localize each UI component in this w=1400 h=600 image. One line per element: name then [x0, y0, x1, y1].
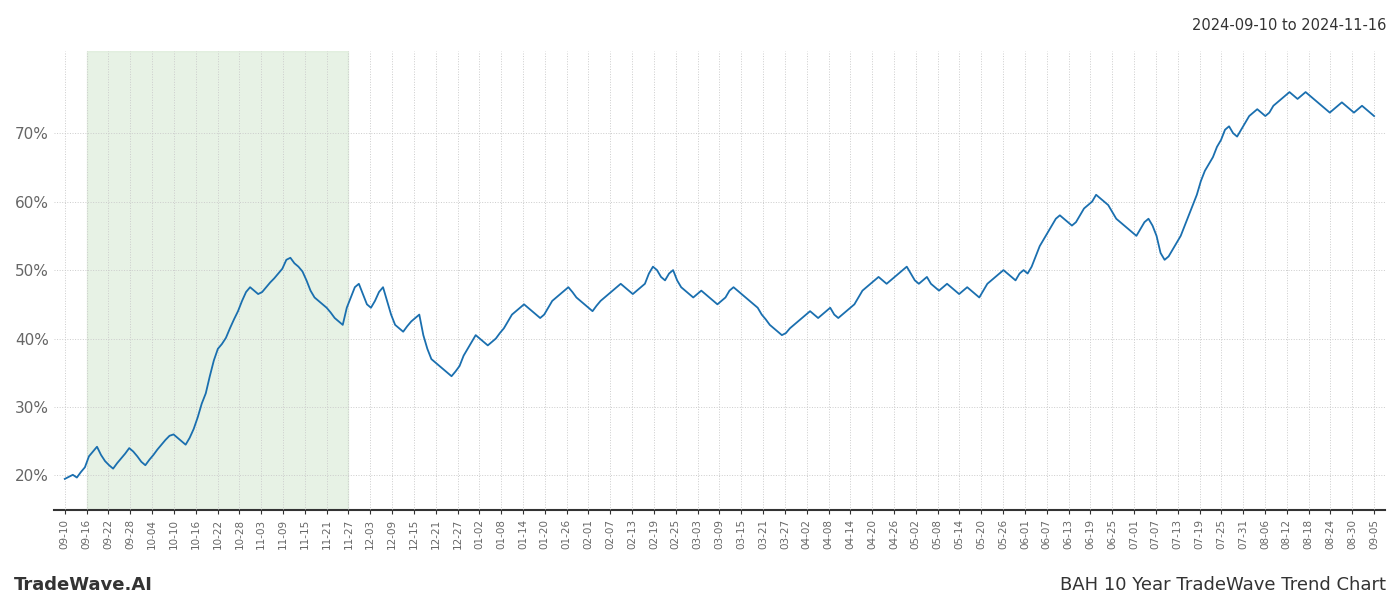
Text: BAH 10 Year TradeWave Trend Chart: BAH 10 Year TradeWave Trend Chart	[1060, 576, 1386, 594]
Bar	[87, 51, 349, 510]
Text: 2024-09-10 to 2024-11-16: 2024-09-10 to 2024-11-16	[1191, 18, 1386, 33]
Text: TradeWave.AI: TradeWave.AI	[14, 576, 153, 594]
